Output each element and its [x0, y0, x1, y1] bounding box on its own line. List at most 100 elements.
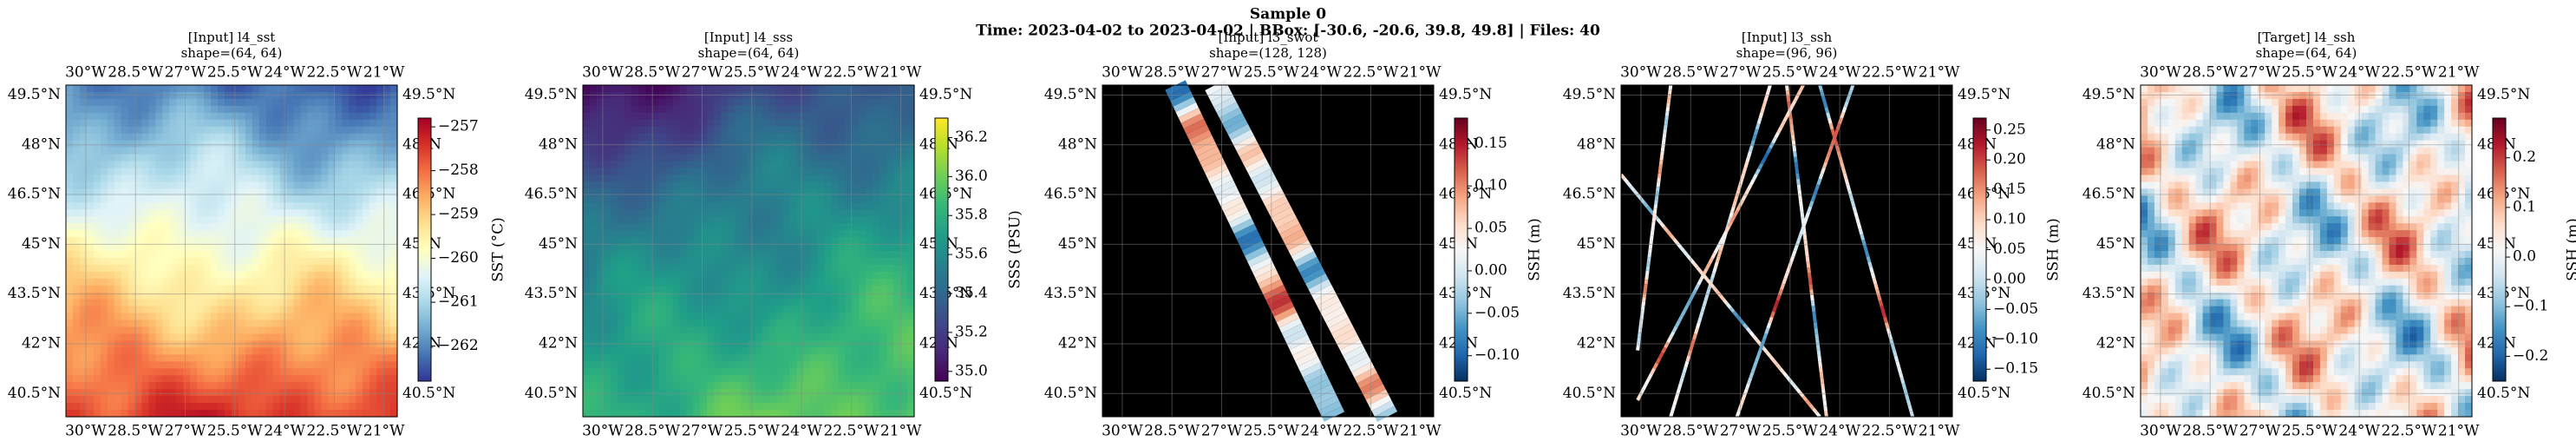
map-cell [383, 271, 391, 280]
map-cell [204, 168, 212, 176]
map-cell [762, 299, 770, 307]
map-cell [700, 382, 708, 390]
map-cell [775, 389, 784, 397]
map-cell [211, 175, 219, 183]
map-cell [100, 375, 108, 383]
map-cell [831, 285, 840, 293]
map-cell [148, 223, 157, 231]
map-cell [342, 375, 350, 383]
map-cell [866, 313, 873, 321]
map-cell [845, 368, 853, 376]
map-cell [252, 264, 260, 273]
map-cell [286, 292, 295, 300]
map-cell [735, 382, 742, 390]
map-cell [789, 313, 798, 321]
map-cell [121, 375, 129, 383]
map-cell [859, 361, 866, 369]
map-cell [363, 175, 370, 183]
map-cell [700, 119, 708, 128]
map-cell [148, 292, 157, 300]
map-cell [169, 313, 177, 321]
map-cell [134, 175, 143, 183]
map-cell [789, 347, 798, 355]
map-cell [66, 292, 74, 300]
map-cell [742, 340, 749, 349]
map-cell [66, 313, 74, 321]
map-cell [107, 126, 115, 135]
map-cell [707, 244, 715, 252]
map-cell [714, 91, 722, 100]
map-cell [183, 340, 191, 349]
map-cell [831, 195, 840, 203]
map-cell [624, 91, 632, 100]
map-cell [183, 257, 191, 266]
map-cell [114, 168, 122, 176]
map-cell [121, 389, 129, 397]
map-cell [755, 216, 763, 224]
map-cell [390, 154, 398, 162]
map-cell [693, 133, 701, 142]
map-cell [831, 257, 840, 266]
map-cell [735, 181, 742, 189]
map-cell [121, 202, 129, 210]
map-cell [831, 333, 840, 342]
map-cell [363, 154, 370, 162]
map-cell [335, 403, 343, 411]
map-cell [879, 237, 887, 245]
map-cell [321, 175, 330, 183]
map-cell [603, 188, 611, 196]
map-cell [838, 223, 847, 231]
map-cell [838, 320, 847, 328]
map-cell [162, 126, 170, 135]
map-cell [356, 119, 363, 128]
map-cell [665, 382, 674, 390]
map-cell [742, 244, 749, 252]
map-cell [238, 202, 246, 210]
map-cell [176, 306, 184, 314]
map-cell [789, 119, 798, 128]
map-cell [610, 340, 618, 349]
map-cell [852, 306, 860, 314]
map-cell [879, 181, 887, 189]
map-cell [742, 91, 749, 100]
map-cell [742, 271, 749, 280]
map-cell [789, 375, 798, 383]
map-cell [100, 320, 108, 328]
map-cell [293, 181, 302, 189]
map-cell [610, 112, 618, 121]
map-cell [824, 91, 833, 100]
map-cell [651, 223, 660, 231]
map-cell [279, 410, 288, 418]
track-segment [1319, 300, 1344, 318]
map-cell [631, 340, 639, 349]
map-cell [859, 347, 866, 355]
map-cell [596, 320, 605, 328]
map-cell [721, 382, 729, 390]
map-cell [852, 340, 860, 349]
map-cell [356, 257, 363, 266]
map-cell [148, 396, 157, 404]
map-cell [866, 340, 873, 349]
map-cell [127, 230, 136, 238]
map-cell [258, 382, 267, 390]
map-cell [789, 85, 798, 93]
map-cell [873, 91, 880, 100]
map-cell [596, 244, 605, 252]
map-cell [321, 354, 330, 362]
map-cell [190, 368, 198, 376]
map-cell [651, 264, 660, 273]
map-cell [782, 223, 791, 231]
map-cell [624, 140, 632, 148]
map-cell [796, 347, 805, 355]
map-cell [176, 354, 184, 362]
map-cell [735, 313, 742, 321]
map-cell [328, 181, 336, 189]
map-cell [866, 244, 873, 252]
map-cell [252, 292, 260, 300]
map-cell [169, 382, 177, 390]
map-cell [796, 181, 805, 189]
map-cell [127, 264, 136, 273]
map-cell [286, 326, 295, 335]
map-cell [735, 195, 742, 203]
map-cell [369, 230, 377, 238]
